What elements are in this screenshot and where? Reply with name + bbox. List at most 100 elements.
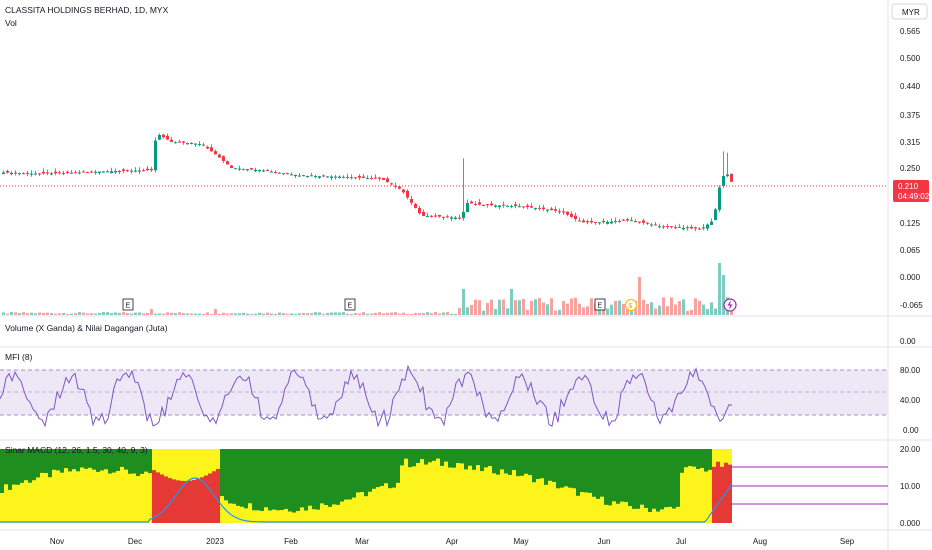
macd-bar-fill (148, 473, 152, 523)
volume-bar (162, 313, 165, 315)
macd-bar-fill (336, 504, 340, 523)
candle-body (346, 176, 349, 178)
volume-bar (478, 300, 481, 315)
volume-bar (598, 309, 601, 315)
macd-axis-tick: 10.00 (900, 482, 921, 491)
macd-bar-fill (260, 510, 264, 523)
candle-body (642, 220, 645, 223)
candle-body (582, 220, 585, 223)
volume-bar (110, 313, 113, 315)
candle-body (270, 171, 273, 173)
chart-title: CLASSITA HOLDINGS BERHAD, 1D, MYX (5, 5, 169, 15)
macd-bar-fill (716, 449, 720, 462)
candle-body (170, 139, 173, 142)
macd-bar-fill (252, 510, 256, 523)
time-axis[interactable]: Nov Dec 2023 Feb Mar Apr May Jun Jul Aug Sep (50, 537, 855, 546)
dividend-icon[interactable]: $ (624, 298, 638, 312)
candle-body (110, 171, 113, 174)
earnings-badge[interactable]: E (594, 298, 606, 311)
candle-body (598, 222, 601, 224)
candle-body (666, 226, 669, 228)
currency-badge[interactable] (891, 3, 928, 20)
lightning-icon[interactable] (723, 298, 737, 312)
candle-body (282, 173, 285, 175)
time-axis-label: Apr (446, 537, 459, 546)
candle-body (50, 173, 53, 175)
candle-body (522, 206, 525, 208)
volume-bar (14, 312, 17, 315)
volume-bar (502, 299, 505, 315)
macd-bar (640, 449, 644, 523)
macd-bar (356, 449, 360, 523)
candle-body (646, 222, 649, 224)
macd-bar (652, 449, 656, 523)
candle-body (474, 203, 477, 205)
macd-bar-fill (264, 507, 268, 523)
macd-bar-fill (420, 459, 424, 523)
volume-bar (690, 309, 693, 315)
macd-bar-fill (144, 471, 148, 523)
candle-body (106, 171, 109, 173)
volume-bar (338, 312, 341, 315)
volume-bar (574, 297, 577, 315)
volume-bar (366, 313, 369, 315)
candle-body (238, 168, 241, 170)
candle-body (454, 217, 457, 219)
macd-bar (724, 449, 728, 523)
macd-bar-fill (172, 449, 176, 480)
macd-bar (232, 449, 236, 523)
macd-bar (376, 449, 380, 523)
candle-body (654, 224, 657, 226)
candle-body (406, 190, 409, 198)
volume-bar (394, 312, 397, 315)
candle-body (266, 170, 269, 172)
volume-bar (190, 313, 193, 315)
time-axis-label: 2023 (206, 537, 224, 546)
volume-bar (322, 313, 325, 315)
candle-body (146, 168, 149, 171)
candle-body (350, 177, 353, 179)
candle-body (390, 183, 393, 185)
volume-bar (490, 299, 493, 315)
time-axis-label: Jun (598, 537, 611, 546)
candle-body (58, 172, 61, 174)
volume-bar (250, 313, 253, 315)
candle-body (498, 205, 501, 208)
price-axis-tick: 0.440 (900, 82, 921, 91)
macd-bar-fill (112, 472, 116, 523)
candle-body (114, 171, 117, 173)
macd-bar-fill (464, 469, 468, 523)
candle-body (162, 134, 165, 138)
macd-bar (284, 449, 288, 523)
macd-bar-fill (312, 509, 316, 523)
price-axis[interactable]: 0.565 0.500 0.440 0.375 0.315 0.250 0.125 0.065… (900, 27, 923, 310)
candle-body (30, 173, 33, 175)
macd-bar-fill (136, 476, 140, 523)
macd-bar (672, 449, 676, 523)
candle-body (486, 204, 489, 206)
volume-bar (274, 313, 277, 315)
volume-bar (58, 313, 61, 315)
macd-bar-fill (468, 465, 472, 523)
macd-bar-fill (412, 466, 416, 523)
macd-bar-fill (132, 473, 136, 523)
volume-bar (330, 312, 333, 315)
macd-bar-fill (12, 484, 16, 523)
macd-bar (716, 449, 720, 523)
volume-bar (678, 301, 681, 315)
macd-bar-fill (444, 461, 448, 523)
volume-bar (706, 309, 709, 315)
earnings-badge[interactable]: E (122, 298, 134, 311)
macd-bar (188, 449, 192, 523)
candle-body (514, 204, 517, 207)
macd-bar-fill (656, 511, 660, 523)
macd-bar (364, 449, 368, 523)
macd-axis-tick: 0.000 (900, 519, 921, 528)
candle-body (366, 178, 369, 180)
macd-bar-fill (220, 496, 224, 523)
volume-bar (522, 298, 525, 315)
candle-body (710, 221, 713, 225)
earnings-badge[interactable]: E (344, 298, 356, 311)
macd-bar-fill (56, 470, 60, 523)
macd-bar-fill (196, 449, 200, 479)
